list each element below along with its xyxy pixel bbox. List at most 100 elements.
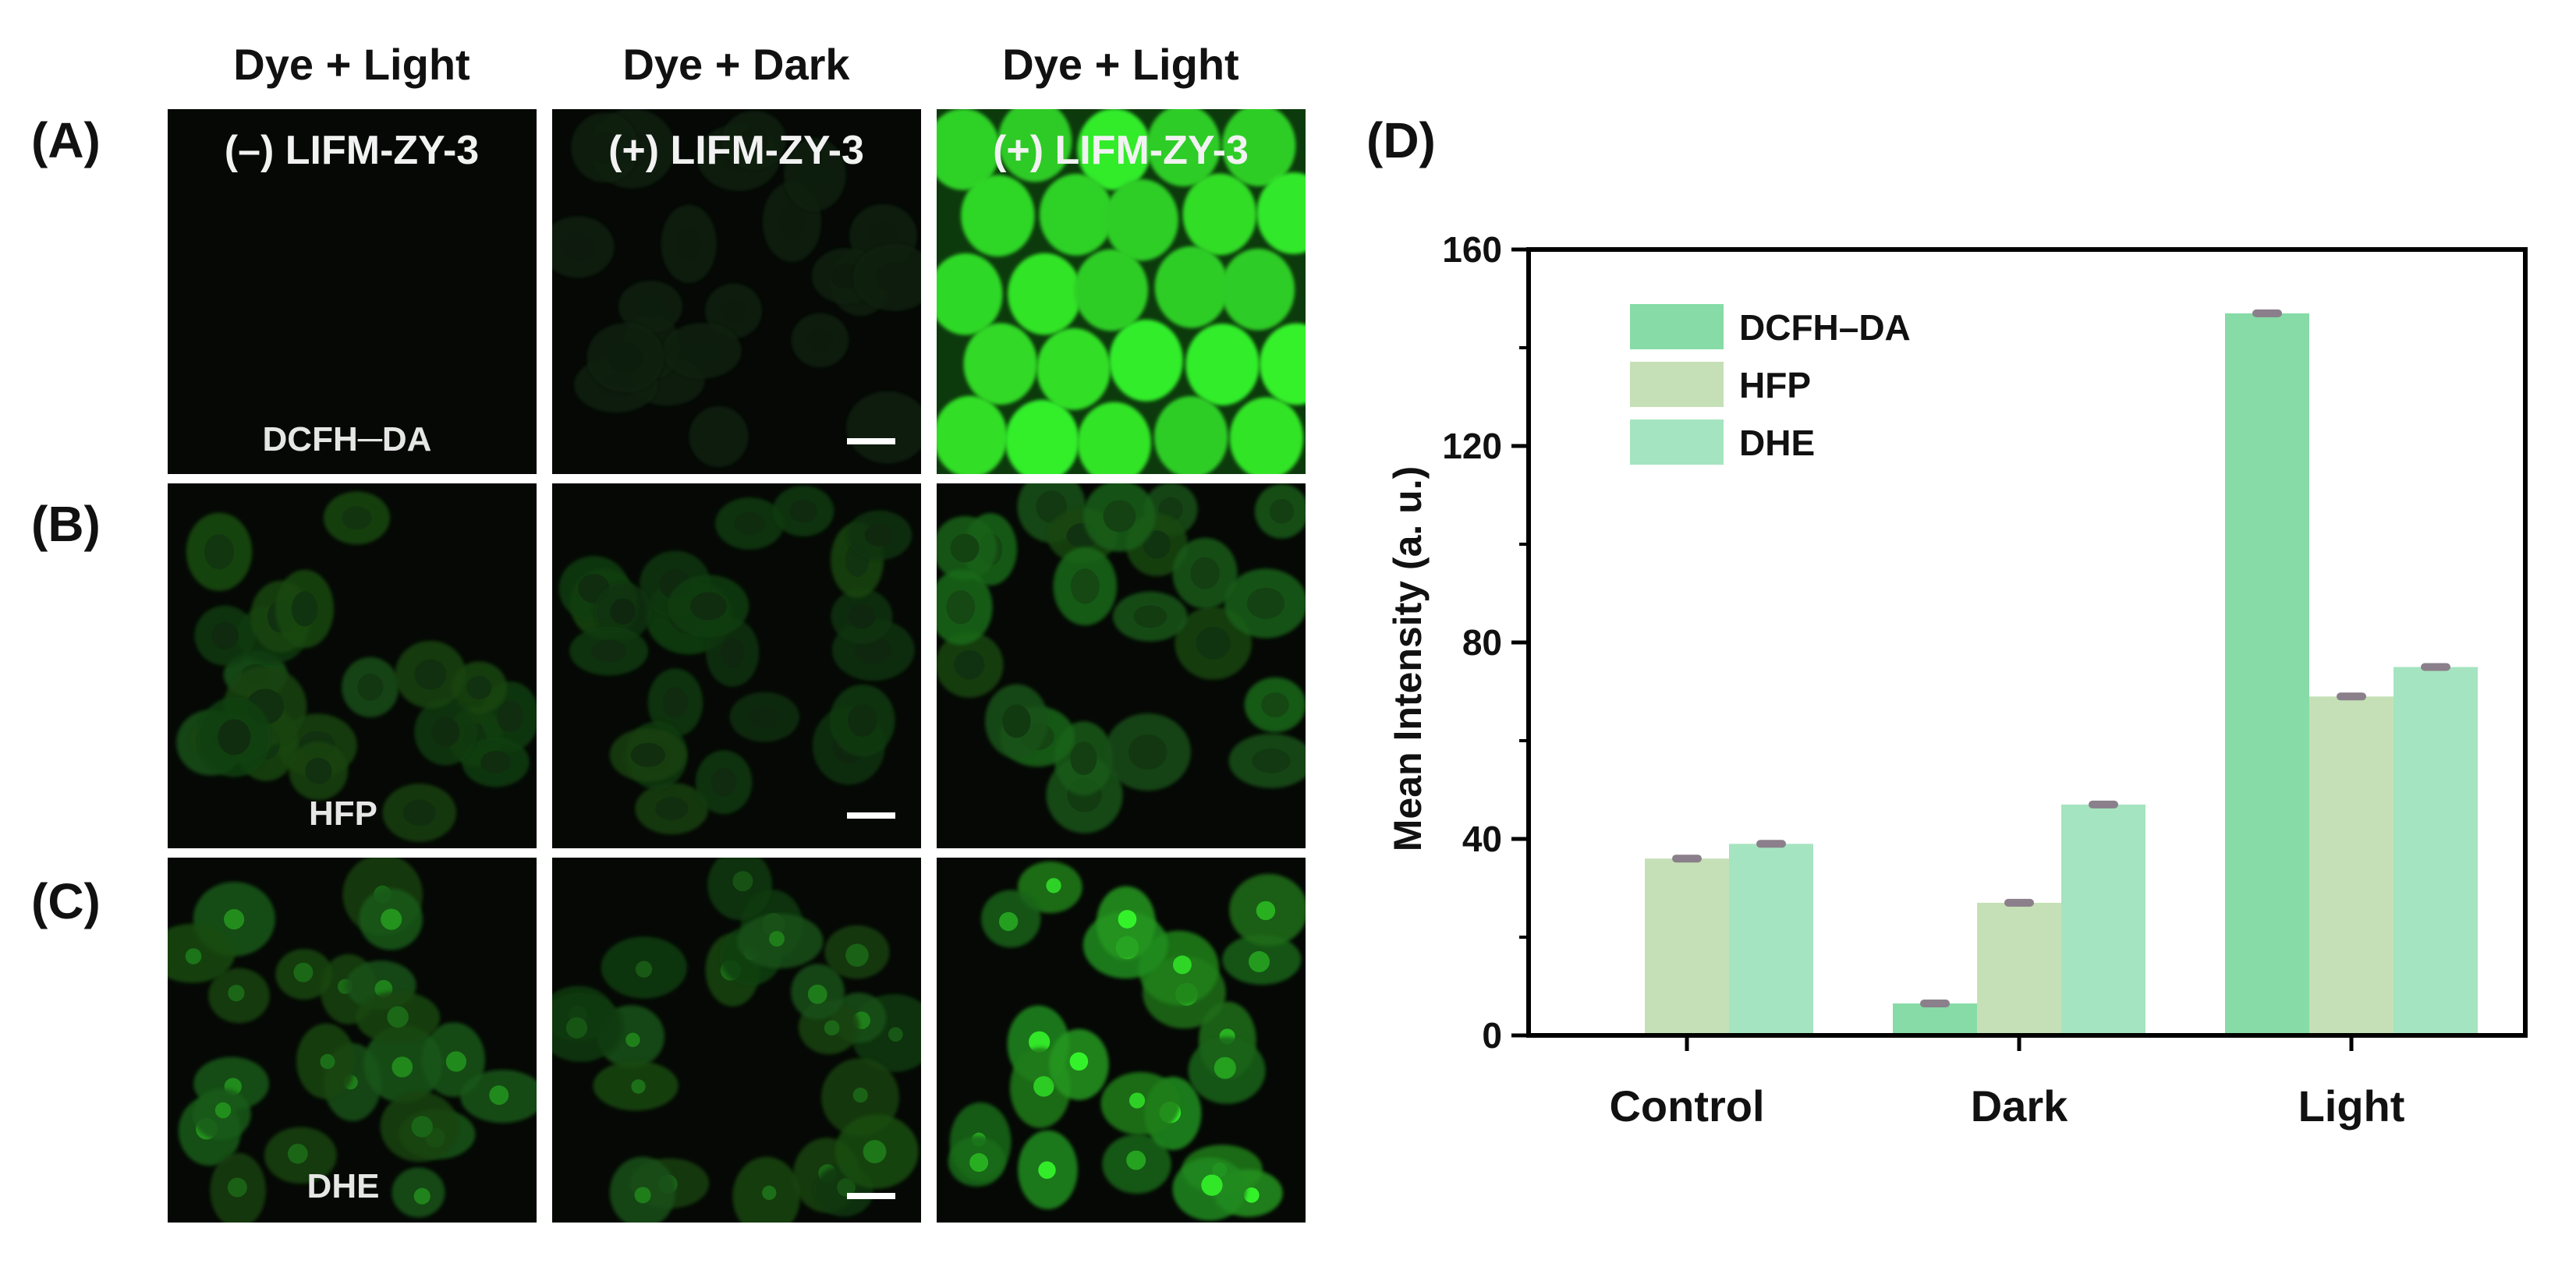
cell [1154, 246, 1229, 328]
micrograph-panel [168, 483, 537, 848]
cell [168, 923, 236, 983]
cell-nucleus [1201, 1174, 1223, 1196]
chart-legend: DCFH–DA HFP DHE [1630, 304, 1911, 465]
cell-nucleus [185, 948, 202, 964]
cell-nucleus [807, 984, 827, 1004]
cell-nucleus [480, 751, 512, 773]
cell [1005, 399, 1079, 474]
cell-nucleus [721, 298, 746, 324]
cell-nucleus [1128, 734, 1168, 770]
cell-nucleus [1252, 748, 1291, 773]
cell [1077, 402, 1151, 474]
cell-nucleus [590, 639, 627, 663]
cell [937, 109, 1001, 190]
cell-nucleus [830, 263, 861, 289]
cell-nucleus [634, 1187, 651, 1204]
cell-nucleus [869, 411, 906, 444]
cell-nucleus [824, 1020, 840, 1036]
cell-nucleus [845, 943, 869, 967]
legend-label: HFP [1739, 365, 1811, 405]
cell-nucleus [769, 931, 785, 947]
cell-nucleus [636, 295, 665, 319]
cell-nucleus [998, 911, 1019, 932]
cell-nucleus [218, 719, 251, 756]
cell [963, 323, 1038, 405]
y-tick-label: 40 [1462, 819, 1502, 859]
chart-axes: 0 40 80 120 160 Control Dark Light [1442, 229, 2528, 1131]
legend-swatch [1630, 419, 1724, 465]
cell-nucleus [837, 1178, 856, 1197]
y-axis-label: Mean Intensity (a. u.) [1386, 466, 1430, 852]
cell-nucleus [1118, 910, 1137, 929]
cell-nucleus [320, 1053, 335, 1070]
cell-nucleus [946, 590, 976, 625]
panel-label-a: (A) [31, 112, 101, 168]
column-header: Dye + Dark [622, 40, 850, 89]
y-tick-label: 0 [1482, 1015, 1502, 1056]
cell-nucleus [565, 1017, 588, 1039]
cell [1185, 324, 1260, 405]
cell-nucleus [950, 533, 980, 563]
cell-nucleus [625, 1032, 640, 1047]
cell [1153, 395, 1228, 474]
cell [1074, 249, 1149, 331]
micrograph-panel [937, 109, 1306, 474]
cell [552, 993, 623, 1063]
dye-label-dhe: DHE [307, 1167, 380, 1205]
panel-label-c: (C) [31, 873, 101, 929]
micrograph-panel [168, 109, 537, 474]
cell-nucleus [749, 706, 781, 729]
cell-nucleus [1038, 1161, 1056, 1179]
x-category-label: Light [2298, 1081, 2405, 1131]
micrograph-panel [937, 483, 1306, 848]
cell-nucleus [806, 327, 834, 353]
cell-nucleus [402, 799, 437, 826]
bar [2394, 667, 2478, 1035]
cell-nucleus [655, 797, 689, 821]
cell [1221, 109, 1296, 187]
cell-nucleus [411, 1116, 434, 1138]
cell [1182, 173, 1257, 256]
cell-nucleus [888, 1027, 903, 1042]
legend-swatch [1630, 362, 1724, 407]
cell [937, 395, 1008, 474]
cell [937, 253, 1003, 335]
cell-nucleus [342, 506, 372, 530]
cell-nucleus [1033, 1076, 1054, 1097]
cell-nucleus [800, 157, 829, 191]
cell-nucleus [762, 1185, 777, 1201]
cell [997, 109, 1072, 182]
micrograph-background [168, 109, 537, 474]
cell-nucleus [291, 591, 318, 627]
y-tick-label: 160 [1442, 229, 1502, 270]
bar [1645, 858, 1729, 1035]
legend-label: DCFH–DA [1739, 307, 1911, 348]
scale-bar [847, 1193, 895, 1199]
cell-nucleus [497, 700, 523, 733]
column-header: Dye + Light [233, 40, 469, 89]
cell-nucleus [1126, 1150, 1146, 1170]
cell-nucleus [1214, 1056, 1236, 1079]
cell-nucleus [1247, 587, 1285, 619]
cell [1008, 253, 1082, 335]
micrograph-title: (–) LIFM-ZY-3 [225, 128, 479, 173]
cell-nucleus [1133, 605, 1168, 628]
cell-nucleus [228, 985, 245, 1002]
bar [1893, 1003, 1977, 1035]
panel-label-d: (D) [1366, 112, 1436, 168]
cell-nucleus [710, 767, 737, 797]
cell-nucleus [863, 1140, 887, 1163]
cell-nucleus [864, 524, 895, 547]
cell-nucleus [630, 742, 666, 767]
cell-nucleus [1196, 626, 1231, 660]
cell-nucleus [610, 598, 636, 625]
cell-nucleus [1173, 955, 1192, 975]
cell [1221, 248, 1295, 331]
cell-nucleus [739, 126, 769, 154]
cell [1104, 179, 1178, 261]
y-tick-label: 80 [1462, 622, 1502, 663]
cell-nucleus [381, 908, 402, 930]
micrograph-title: (+) LIFM-ZY-3 [608, 128, 864, 173]
cell-nucleus [561, 232, 594, 261]
